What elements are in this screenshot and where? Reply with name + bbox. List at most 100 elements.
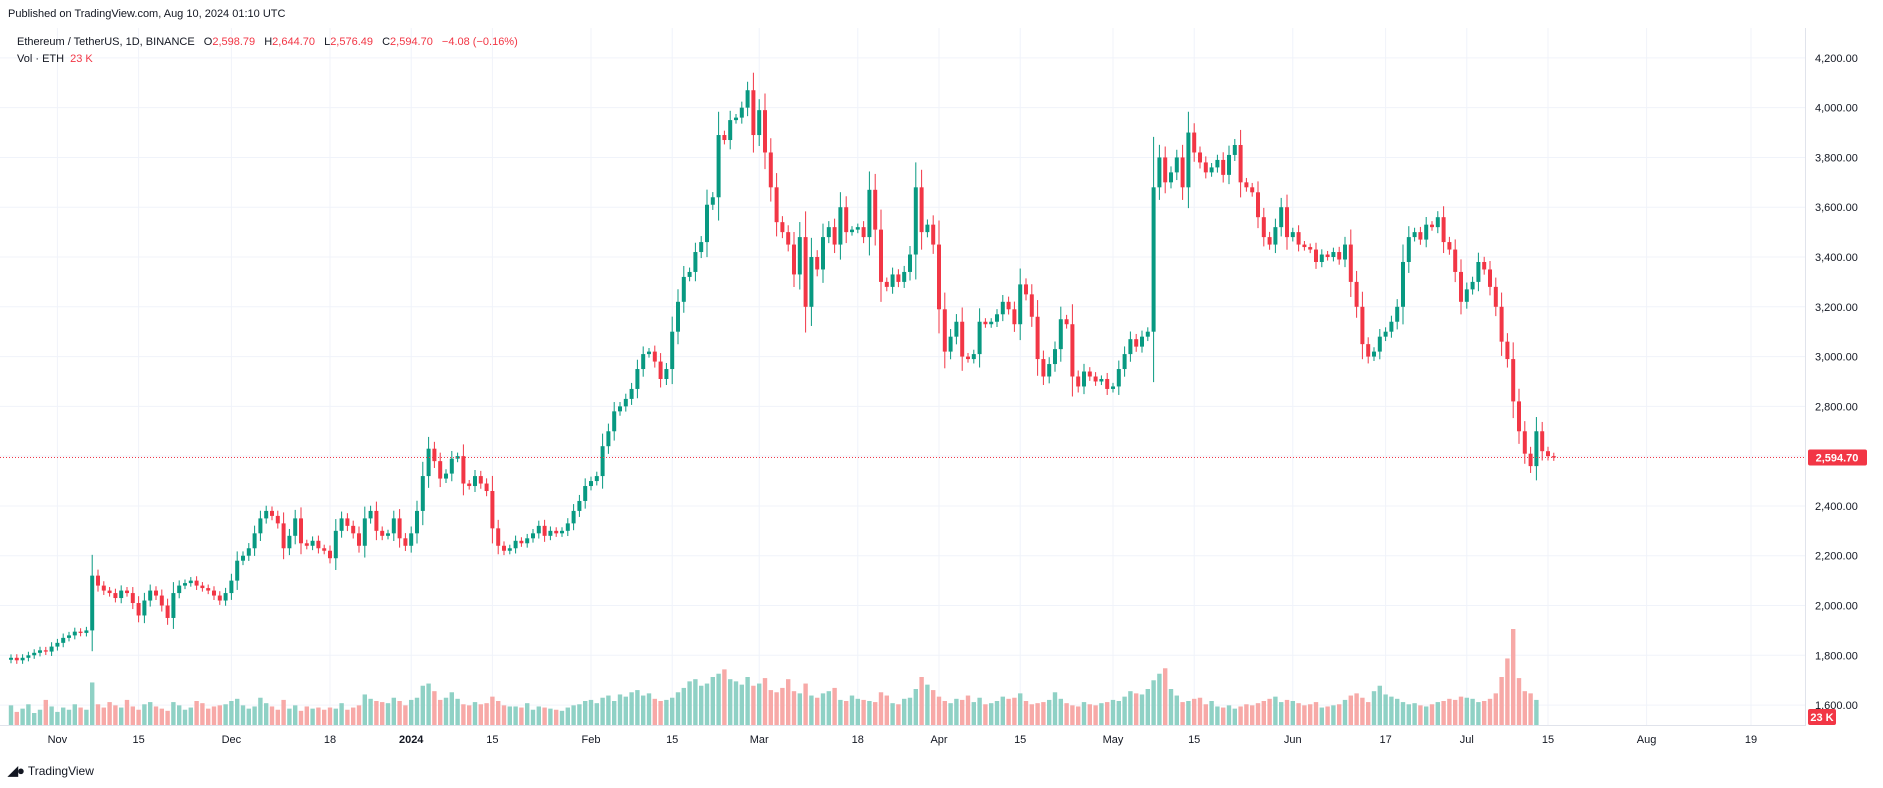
high-label: H: [264, 36, 273, 48]
candle-body: [188, 580, 193, 584]
volume-bar: [391, 697, 396, 725]
volume-bar: [739, 684, 744, 725]
volume-bar: [449, 692, 454, 725]
candle-body: [26, 655, 31, 658]
candle-body: [496, 528, 501, 546]
volume-bar: [1064, 703, 1069, 725]
volume-bar: [606, 695, 611, 725]
candle-body: [1087, 371, 1092, 377]
candle-body: [1337, 252, 1342, 260]
candle-body: [1221, 159, 1226, 175]
candle-body: [1244, 182, 1249, 188]
tradingview-logo-icon[interactable]: ◢●: [8, 763, 25, 778]
volume-bar: [594, 703, 599, 725]
volume-bar: [571, 705, 576, 725]
volume-bar: [554, 709, 559, 725]
candle-body: [1522, 431, 1527, 454]
candle-body: [287, 535, 292, 549]
candle-body: [780, 222, 785, 233]
volume-bar: [612, 701, 617, 725]
candle-body: [693, 252, 698, 272]
candle-body: [409, 533, 414, 546]
volume-bar: [380, 702, 385, 725]
volume-bar: [1035, 703, 1040, 725]
volume-bar: [1139, 694, 1145, 725]
candle-body: [809, 257, 814, 307]
candle-body: [246, 548, 251, 556]
volume-bar: [1151, 680, 1156, 725]
candle-body: [1111, 386, 1115, 389]
volume-bar: [1052, 692, 1058, 725]
candle-body: [606, 431, 611, 447]
volume-label[interactable]: Vol · ETH: [17, 53, 65, 65]
candle-body: [571, 510, 576, 524]
candle-body: [519, 540, 524, 544]
volume-bar: [484, 703, 489, 725]
volume-bar: [1244, 704, 1249, 725]
candle-body: [142, 600, 147, 616]
candle-body: [1232, 144, 1237, 155]
time-tick-label: May: [1103, 734, 1124, 746]
candle-body: [1279, 207, 1284, 228]
candle-body: [177, 585, 182, 594]
volume-bar: [472, 702, 478, 725]
candle-body: [658, 361, 663, 379]
volume-bar: [1168, 689, 1174, 725]
candle-body: [716, 135, 721, 198]
volume-bar: [55, 711, 60, 725]
time-axis[interactable]: Nov 15 Dec 18 2024 15 Feb 15 Mar 18 Apr 15 May 15 Jun 1…: [48, 734, 1758, 746]
volume-bar: [148, 702, 153, 725]
volume-bar: [1023, 701, 1029, 725]
candle-body: [1343, 244, 1347, 260]
time-tick-label: 19: [1745, 734, 1757, 746]
candle-body: [72, 631, 77, 636]
volume-bar: [1000, 696, 1005, 725]
candle-body: [838, 207, 843, 245]
time-tick-label: 17: [1379, 734, 1391, 746]
candle-body: [136, 603, 141, 616]
volume-bar: [171, 702, 176, 725]
price-tick-label: 3,600.00: [1815, 202, 1858, 214]
volume-bar: [565, 707, 570, 725]
candle-body: [844, 207, 849, 233]
price-axis[interactable]: 1,600.001,800.002,000.002,200.002,400.00…: [1815, 53, 1858, 712]
volume-bar: [130, 706, 135, 725]
volume-bar: [264, 703, 269, 725]
candle-body: [1169, 172, 1173, 183]
candle-body: [304, 543, 309, 546]
volume-bar: [954, 698, 959, 725]
candle-body: [455, 456, 460, 459]
volume-bar: [1284, 699, 1290, 725]
close-value: 2,594.70: [390, 36, 433, 48]
candle-body: [415, 510, 419, 534]
volume-bar: [902, 698, 907, 725]
candle-body: [1053, 349, 1057, 365]
candle-body: [652, 351, 657, 362]
candle-body: [1285, 207, 1289, 238]
symbol-label[interactable]: Ethereum / TetherUS, 1D, BINANCE: [17, 36, 195, 48]
volume-bar: [1255, 703, 1261, 725]
candle-body: [368, 510, 373, 519]
volume-bar: [873, 702, 878, 725]
candle-body: [165, 605, 170, 618]
volume-bar: [733, 681, 739, 725]
candle-body: [84, 630, 89, 633]
volume-bar: [844, 701, 849, 725]
candle-body: [1215, 159, 1220, 168]
candle-body: [937, 244, 941, 310]
candle-body: [43, 650, 48, 652]
price-tick-label: 3,400.00: [1815, 252, 1858, 264]
candle-body: [1493, 286, 1498, 307]
footer-brand[interactable]: TradingView: [27, 764, 94, 778]
candle-body: [1180, 157, 1185, 188]
candle-body: [786, 232, 791, 245]
candle-body: [171, 593, 176, 618]
volume-bar: [867, 701, 872, 725]
candle-body: [339, 518, 344, 531]
candle-body: [1534, 431, 1539, 467]
volume-bar: [1058, 698, 1063, 725]
candle-body: [20, 657, 25, 661]
candle-body: [948, 336, 953, 352]
volume-bar: [1122, 696, 1127, 725]
